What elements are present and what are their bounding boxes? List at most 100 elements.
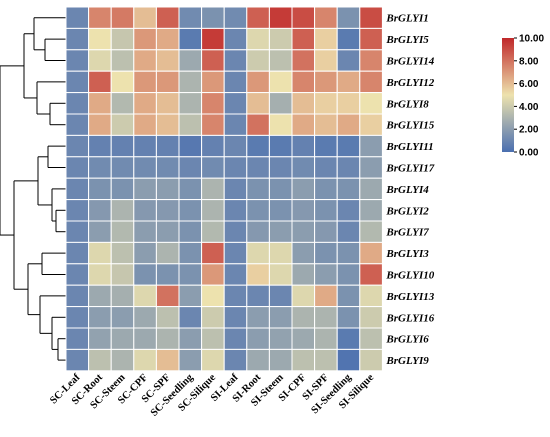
row-label: BrGLYI7	[385, 227, 429, 239]
heatmap-cell	[291, 199, 316, 222]
legend-tick-label: 8.00	[519, 56, 539, 67]
heatmap-cell	[268, 284, 293, 308]
heatmap-cell	[314, 113, 338, 136]
heatmap-cell	[291, 284, 316, 308]
heatmap-cell	[133, 92, 157, 115]
heatmap-cell	[88, 113, 112, 136]
heatmap-cell	[65, 177, 90, 201]
heatmap-cell	[359, 156, 383, 179]
heatmap-cell	[291, 6, 316, 29]
heatmap-cell	[359, 199, 383, 222]
heatmap-cell	[178, 113, 203, 136]
heatmap-cell	[223, 327, 248, 350]
heatmap-cell	[88, 134, 112, 158]
heatmap-cell	[65, 6, 90, 29]
heatmap-cell	[223, 199, 248, 222]
legend-tick-label: 10.00	[519, 34, 544, 45]
heatmap-cell	[88, 27, 112, 51]
heatmap-cell	[314, 6, 338, 29]
heatmap-cell	[201, 284, 225, 308]
heatmap-cell	[291, 134, 316, 158]
heatmap-cell	[133, 327, 157, 350]
heatmap-cell	[65, 113, 90, 136]
heatmap-cell	[291, 70, 316, 94]
heatmap-cell	[201, 113, 225, 136]
heatmap-cell	[314, 348, 338, 372]
heatmap-cell	[133, 220, 157, 243]
heatmap-cell	[246, 263, 270, 286]
legend-tick-label: 6.00	[519, 79, 539, 90]
heatmap-cell	[291, 327, 316, 350]
row-label: BrGLYI15	[385, 120, 434, 132]
heatmap-cell	[65, 27, 90, 51]
heatmap-cell	[133, 284, 157, 308]
heatmap-cell	[110, 220, 135, 243]
heatmap-cell	[314, 70, 338, 94]
heatmap-cell	[155, 327, 180, 350]
heatmap-cell	[336, 306, 361, 329]
heatmap-cell	[155, 306, 180, 329]
heatmap-cell	[246, 113, 270, 136]
row-label: BrGLYI6	[385, 334, 429, 346]
heatmap-cell	[178, 306, 203, 329]
heatmap-cell	[65, 241, 90, 265]
heatmap-cell	[268, 241, 293, 265]
legend-tick-label: 0.00	[519, 148, 539, 159]
color-scale-bar	[502, 38, 514, 152]
heatmap-cell	[155, 27, 180, 51]
heatmap-cell	[314, 92, 338, 115]
row-label: BrGLYI9	[385, 355, 429, 367]
heatmap-cell	[268, 6, 293, 29]
heatmap-cell	[246, 70, 270, 94]
heatmap-cell	[223, 134, 248, 158]
heatmap-cell	[88, 199, 112, 222]
heatmap-cell	[65, 306, 90, 329]
heatmap-cell	[359, 92, 383, 115]
heatmap-cell	[246, 92, 270, 115]
heatmap-cell	[201, 348, 225, 372]
heatmap-cell	[178, 177, 203, 201]
heatmap-cell	[201, 156, 225, 179]
heatmap-cell	[291, 348, 316, 372]
heatmap-cell	[88, 263, 112, 286]
row-label: BrGLYI4	[385, 184, 429, 196]
heatmap-cell	[268, 263, 293, 286]
heatmap-cell	[133, 156, 157, 179]
heatmap-cell	[223, 284, 248, 308]
heatmap-cell	[336, 241, 361, 265]
heatmap-cell	[201, 6, 225, 29]
heatmap-cell	[246, 177, 270, 201]
heatmap-cell	[88, 348, 112, 372]
heatmap-cell	[268, 306, 293, 329]
heatmap-cell	[291, 263, 316, 286]
heatmap-cell	[291, 49, 316, 72]
heatmap-cell	[65, 92, 90, 115]
heatmap-cell	[178, 199, 203, 222]
heatmap-cell	[178, 348, 203, 372]
heatmap-cell	[336, 134, 361, 158]
heatmap-cell	[133, 27, 157, 51]
row-labels: BrGLYI1 BrGLYI5 BrGLYI14 BrGLYI12 BrGLYI8 BrG…	[385, 13, 434, 367]
heatmap-cell	[314, 241, 338, 265]
heatmap-cell	[336, 70, 361, 94]
heatmap-cell	[178, 49, 203, 72]
heatmap-cell	[223, 177, 248, 201]
heatmap-cell	[291, 156, 316, 179]
row-label: BrGLYI13	[385, 291, 434, 303]
heatmap-cell	[336, 284, 361, 308]
heatmap-cell	[314, 199, 338, 222]
heatmap-cell	[201, 241, 225, 265]
heatmap-cell	[246, 284, 270, 308]
heatmap-cell	[65, 156, 90, 179]
heatmap-cell	[359, 306, 383, 329]
heatmap-cell	[223, 49, 248, 72]
heatmap-cell	[201, 327, 225, 350]
heatmap-cell	[110, 284, 135, 308]
heatmap-cell	[65, 134, 90, 158]
heatmap-cell	[246, 241, 270, 265]
row-label: BrGLYI10	[385, 270, 434, 282]
heatmap-cell	[246, 220, 270, 243]
heatmap-cell	[223, 241, 248, 265]
heatmap-cell	[246, 199, 270, 222]
